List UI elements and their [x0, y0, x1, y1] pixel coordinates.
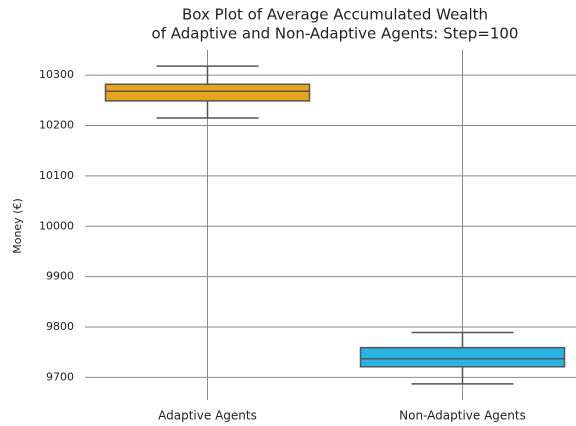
y-tick-label: 10000	[39, 219, 74, 232]
x-tick-label: Non-Adaptive Agents	[399, 409, 526, 423]
y-tick-label: 9800	[46, 320, 74, 333]
y-tick-label: 9900	[46, 270, 74, 283]
y-tick-label: 9700	[46, 370, 74, 383]
y-tick-label: 10100	[39, 169, 74, 182]
box	[359, 346, 566, 368]
box	[104, 83, 311, 102]
chart-title: of Adaptive and Non-Adaptive Agents: Ste…	[152, 25, 519, 43]
x-tick-label: Adaptive Agents	[158, 409, 257, 423]
y-tick-label: 10300	[39, 68, 74, 81]
chart-title: Box Plot of Average Accumulated Wealth	[182, 6, 488, 24]
y-axis-label: Money (€)	[11, 198, 24, 254]
y-tick-label: 10200	[39, 119, 74, 132]
